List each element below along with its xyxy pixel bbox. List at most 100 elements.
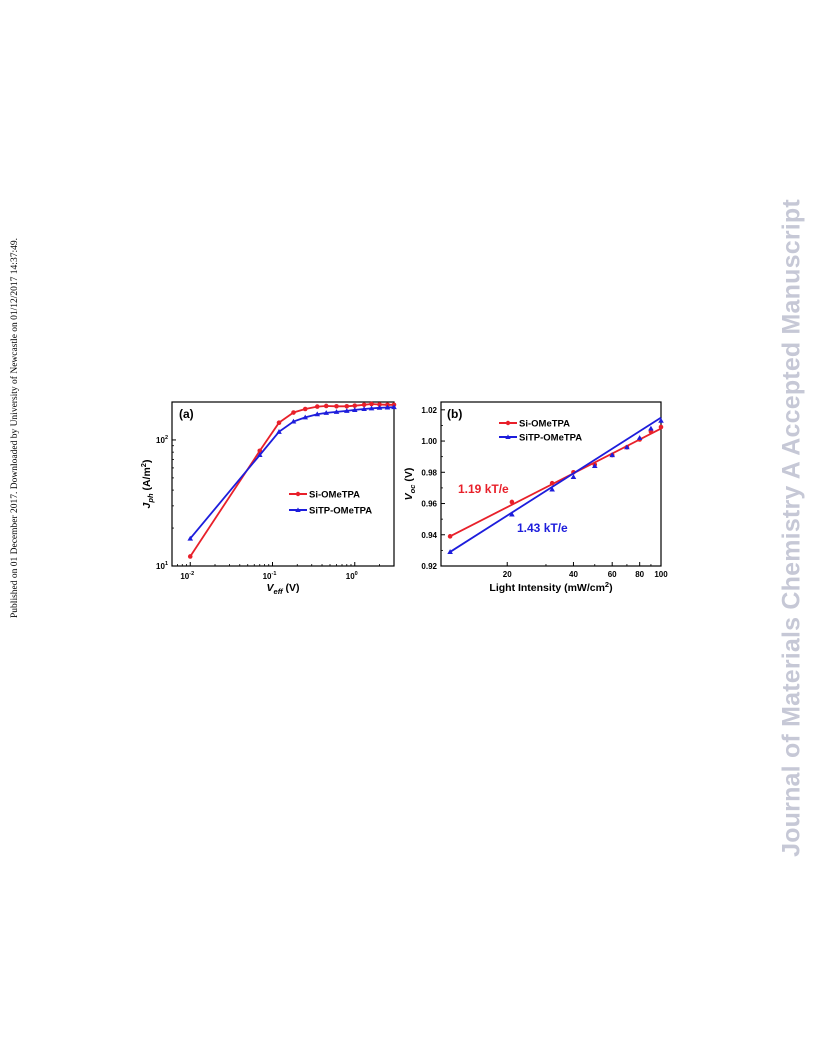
chart-a-series-1-point — [344, 403, 350, 409]
chart-a-ylabel-main: J — [141, 501, 153, 508]
chart-a-ylabel-close: ) — [141, 460, 153, 464]
chart-b-ylabel-sub: oc — [408, 484, 417, 494]
chart-b-xlabel-main: Light Intensity (mW/cm — [489, 582, 605, 594]
chart-b-series-2-point — [570, 474, 577, 479]
chart-b-annotation-red: 1.19 kT/e — [458, 482, 509, 496]
chart-b-legend-marker-2 — [505, 434, 511, 439]
chart-b-series-1-point — [447, 534, 453, 539]
chart-b-legend-label-1: Si-OMeTPA — [519, 419, 570, 430]
chart-a-series-1-point — [369, 401, 374, 407]
chart-b-legend-marker-1 — [505, 420, 511, 426]
chart-a-x-tick-base: 10 — [180, 572, 189, 581]
chart-b-series-2-point — [447, 549, 453, 554]
chart-a-x-tick-base: 10 — [263, 572, 272, 581]
chart-a-legend-marker-2 — [295, 507, 301, 512]
chart-b-series-1-point — [658, 424, 664, 430]
chart-a-series-2-point — [302, 414, 309, 420]
chart-b-x-tick-label: 80 — [635, 570, 644, 579]
chart-b-series-2-point — [636, 435, 643, 440]
chart-a-series-2-point — [323, 410, 330, 415]
chart-a-series-1-point — [276, 420, 282, 426]
chart-b-y-tick-label: 0.92 — [421, 562, 437, 571]
chart-b-plot-area — [440, 401, 662, 567]
chart-a-series-2-point — [290, 418, 297, 424]
chart-a-y-tick-label: 101 — [156, 561, 168, 571]
chart-a-xlabel: Veff (V) — [267, 582, 300, 596]
chart-a-series-2-point — [384, 404, 391, 410]
chart-a-ylabel-sub: ph — [146, 493, 155, 504]
chart-a-series-2-point — [276, 429, 282, 434]
chart-a-series-2-point — [333, 409, 340, 414]
chart-b-series-1-point — [509, 499, 515, 505]
chart-a-legend: Si-OMeTPA SiTP-OMeTPA — [289, 490, 372, 517]
chart-a-series-line-1 — [189, 403, 394, 557]
chart-a-y-tick-base: 10 — [156, 436, 165, 445]
chart-a-y-tick-base: 10 — [156, 562, 165, 571]
chart-a-series-1-point — [302, 406, 308, 412]
chart-a-series-2-point — [256, 452, 263, 457]
chart-b-y-tick-label: 1.02 — [421, 406, 437, 415]
chart-a-series-1-point — [352, 403, 358, 408]
chart-b-xlabel: Light Intensity (mW/cm2) — [489, 580, 612, 594]
chart-b-y-tick-label: 0.94 — [421, 531, 437, 540]
chart-a-series-line-2 — [189, 406, 395, 540]
chart-b-series-2-point — [549, 486, 555, 492]
chart-b-series-2-point — [609, 452, 615, 458]
chart-a-series-1-point — [334, 403, 339, 409]
chart-a-series-1-point — [257, 448, 263, 454]
chart-b-series — [447, 416, 664, 554]
chart-b-legend: Si-OMeTPA SiTP-OMeTPA — [499, 419, 582, 444]
chart-b-x-tick-label: 100 — [654, 570, 668, 579]
chart-a-series-1-point — [323, 403, 329, 409]
chart-a-series-2-point — [361, 406, 367, 411]
chart-b-series-2-point — [658, 417, 664, 423]
chart-a-xlabel-sub: eff — [274, 587, 285, 596]
chart-a-series-1-point — [314, 404, 320, 409]
chart-a-legend-label-2: SiTP-OMeTPA — [309, 506, 372, 517]
chart-a-x-tick-exp: 0 — [355, 571, 358, 577]
chart-a-x-tick-label: 10-1 — [263, 571, 277, 581]
chart-b-xlabel-sup: 2 — [605, 580, 609, 589]
chart-a-series-2-point — [391, 404, 397, 410]
chart-b-xlabel-close: ) — [609, 582, 613, 594]
chart-b-legend-item-2: SiTP-OMeTPA — [499, 433, 582, 444]
chart-b-ylabel-tail: (V) — [403, 468, 415, 485]
chart-b-series-2-point — [509, 511, 515, 517]
chart-b-legend-label-2: SiTP-OMeTPA — [519, 433, 582, 444]
chart-a-series-2-point — [376, 404, 383, 410]
chart-a-series-1-point — [377, 402, 382, 407]
chart-b-series-1-point — [549, 480, 555, 486]
chart-b-x-tick-label: 20 — [503, 570, 512, 579]
chart-b-fit-line-2 — [449, 416, 662, 553]
chart-a-legend-label-1: Si-OMeTPA — [309, 490, 360, 501]
chart-b-y-tick-label: 1.00 — [421, 437, 437, 446]
chart-a-series-1-point — [291, 410, 296, 415]
chart-b-annotation-blue: 1.43 kT/e — [517, 521, 568, 535]
chart-b-x-tick-label: 40 — [569, 570, 578, 579]
chart-a-y-tick-label: 102 — [156, 435, 168, 445]
chart-b-y-tick-label: 0.96 — [421, 500, 437, 509]
chart-a-ylabel: Jph (A/m2) — [139, 460, 155, 509]
chart-a-series-2-point — [187, 535, 194, 541]
chart-a-series-2-point — [343, 408, 350, 413]
chart-a-x-tick-base: 10 — [346, 572, 355, 581]
chart-b: (b) 20 40 60 80 1000.920.940.960.981.001.02 … — [403, 401, 668, 594]
chart-a-series-1-point — [187, 554, 193, 559]
chart-b-legend-item-1: Si-OMeTPA — [499, 419, 570, 430]
chart-a-series-2-point — [368, 405, 375, 411]
chart-a-x-tick-label: 10-2 — [180, 571, 194, 581]
chart-b-ylabel: Voc (V) — [403, 468, 417, 501]
chart-a-plot-area — [171, 401, 395, 567]
chart-a-x-tick-label: 100 — [346, 571, 358, 581]
chart-b-panel-label: (b) — [447, 407, 462, 421]
chart-a-panel-label: (a) — [179, 407, 194, 421]
chart-a-ylabel-sup: 2 — [139, 463, 148, 467]
chart-a-legend-item-2: SiTP-OMeTPA — [289, 506, 372, 517]
chart-b-x-tick-label: 60 — [608, 570, 617, 579]
chart-a-y-tick-exp: 1 — [165, 561, 168, 567]
chart-a-x-tick-exp: -2 — [189, 571, 194, 577]
chart-a-xlabel-main: V — [267, 582, 275, 594]
chart-a-xlabel-tail: (V) — [283, 582, 300, 594]
chart-a-ylabel-tail: (A/m — [141, 467, 153, 493]
